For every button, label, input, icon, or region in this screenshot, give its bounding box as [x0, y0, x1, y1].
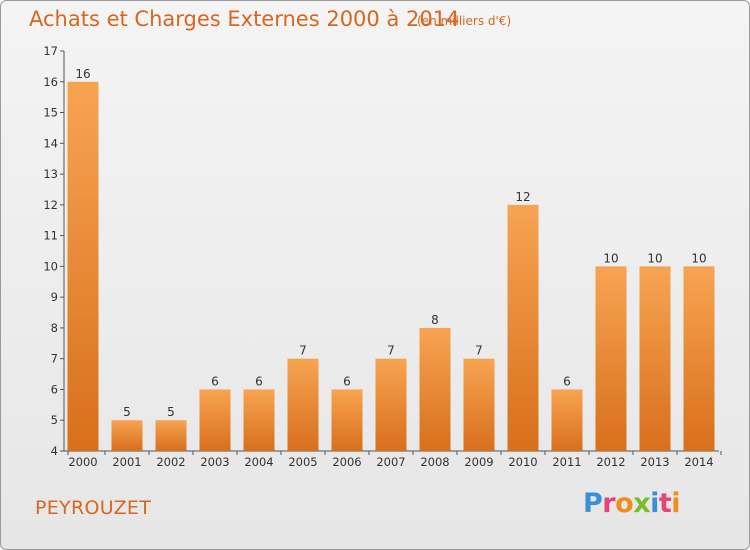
bar	[287, 358, 319, 451]
data-label: 7	[387, 344, 395, 358]
x-tick-label: 2004	[244, 455, 273, 469]
logo-letter: i	[650, 488, 659, 519]
bar	[67, 81, 99, 452]
x-tick-label: 2000	[68, 455, 97, 469]
x-tick-label: 2003	[200, 455, 229, 469]
data-label: 6	[563, 374, 571, 388]
y-tick-label: 14	[43, 136, 58, 150]
data-label: 10	[647, 251, 662, 265]
bar	[683, 266, 715, 451]
y-tick-label: 16	[43, 75, 58, 89]
chart-subtitle: (en milliers d'€)	[417, 14, 512, 28]
y-tick-label: 5	[51, 413, 58, 427]
y-tick-label: 11	[43, 229, 58, 243]
data-label: 12	[515, 190, 530, 204]
logo-letter: P	[583, 488, 603, 519]
y-tick-label: 13	[43, 167, 58, 181]
data-label: 5	[167, 405, 175, 419]
data-label: 7	[299, 344, 307, 358]
bar	[331, 389, 363, 451]
bar	[507, 204, 539, 451]
data-label: 10	[691, 251, 706, 265]
bar	[375, 358, 407, 451]
plot-area: 4 5 6 7 8 9 10 11 12 13 14 15 16 17 16 2000 5 2001 5 2002 6 2…	[43, 44, 722, 469]
bar	[199, 389, 231, 451]
logo-letter: t	[658, 488, 672, 519]
bar	[243, 389, 275, 451]
data-label: 8	[431, 313, 439, 327]
data-label: 16	[75, 67, 90, 81]
y-tick-label: 9	[51, 290, 58, 304]
bar	[595, 266, 627, 451]
logo-letter: o	[615, 488, 634, 519]
data-label: 7	[475, 344, 483, 358]
y-tick-label: 6	[51, 382, 58, 396]
bar	[551, 389, 583, 451]
y-tick-label: 7	[51, 352, 58, 366]
x-tick-label: 2011	[552, 455, 581, 469]
logo-letter: x	[633, 488, 651, 519]
bar	[639, 266, 671, 451]
commune-name: PEYROUZET	[35, 497, 152, 519]
y-tick-label: 10	[43, 259, 58, 273]
bar	[155, 420, 187, 451]
x-tick-label: 2010	[508, 455, 537, 469]
x-tick-label: 2002	[156, 455, 185, 469]
data-label: 6	[211, 374, 219, 388]
bar	[463, 358, 495, 451]
x-tick-label: 2014	[684, 455, 713, 469]
x-tick-label: 2007	[376, 455, 405, 469]
y-tick-label: 15	[43, 106, 58, 120]
x-tick-label: 2006	[332, 455, 361, 469]
bar	[111, 420, 143, 451]
x-tick-label: 2005	[288, 455, 317, 469]
y-tick-label: 8	[51, 321, 58, 335]
y-tick-label: 17	[43, 44, 58, 58]
data-label: 10	[603, 251, 618, 265]
x-tick-label: 2012	[596, 455, 625, 469]
logo-letter: r	[602, 488, 616, 519]
chart-title: Achats et Charges Externes 2000 à 2014	[29, 7, 460, 31]
proxiti-logo[interactable]: Proxiti	[583, 488, 681, 519]
x-tick-label: 2013	[640, 455, 669, 469]
data-label: 6	[343, 374, 351, 388]
y-tick-label: 4	[51, 444, 58, 458]
x-tick-label: 2008	[420, 455, 449, 469]
data-label: 6	[255, 374, 263, 388]
x-tick-label: 2001	[112, 455, 141, 469]
bar	[419, 327, 451, 451]
logo-letter: i	[671, 488, 681, 519]
data-label: 5	[123, 405, 131, 419]
y-tick-label: 12	[43, 198, 58, 212]
x-tick-label: 2009	[464, 455, 493, 469]
